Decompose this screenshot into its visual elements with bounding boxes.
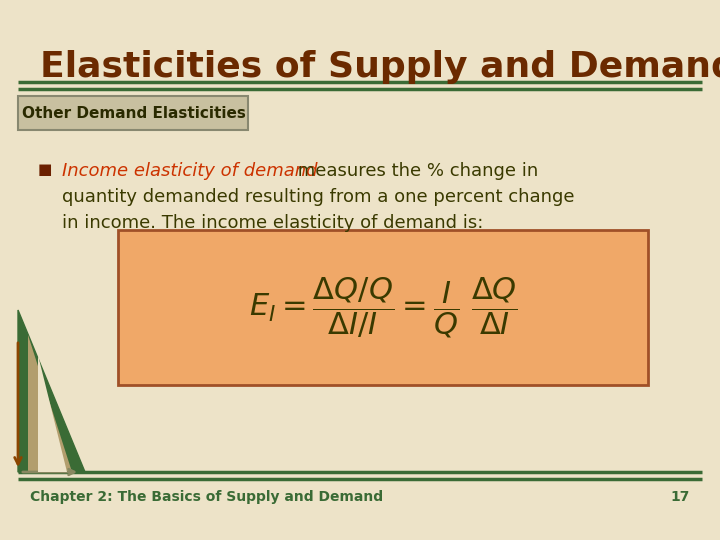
Text: $\mathit{E_I} = \dfrac{\Delta Q/Q}{\Delta I/I} = \dfrac{I}{Q}\ \dfrac{\Delta Q}{: $\mathit{E_I} = \dfrac{\Delta Q/Q}{\Delt… bbox=[248, 276, 518, 340]
Text: 17: 17 bbox=[670, 490, 690, 504]
Text: quantity demanded resulting from a one percent change: quantity demanded resulting from a one p… bbox=[62, 188, 575, 206]
Text: Chapter 2: The Basics of Supply and Demand: Chapter 2: The Basics of Supply and Dema… bbox=[30, 490, 383, 504]
Text: in income. The income elasticity of demand is:: in income. The income elasticity of dema… bbox=[62, 214, 483, 232]
Text: Elasticities of Supply and Demand: Elasticities of Supply and Demand bbox=[40, 50, 720, 84]
Polygon shape bbox=[18, 310, 85, 472]
Text: Income elasticity of demand: Income elasticity of demand bbox=[62, 162, 318, 180]
FancyBboxPatch shape bbox=[18, 96, 248, 130]
Text: measures the % change in: measures the % change in bbox=[292, 162, 539, 180]
Polygon shape bbox=[38, 355, 67, 472]
Text: ■: ■ bbox=[38, 162, 53, 177]
Polygon shape bbox=[28, 335, 72, 472]
FancyBboxPatch shape bbox=[118, 230, 648, 385]
Text: Other Demand Elasticities: Other Demand Elasticities bbox=[22, 105, 246, 120]
